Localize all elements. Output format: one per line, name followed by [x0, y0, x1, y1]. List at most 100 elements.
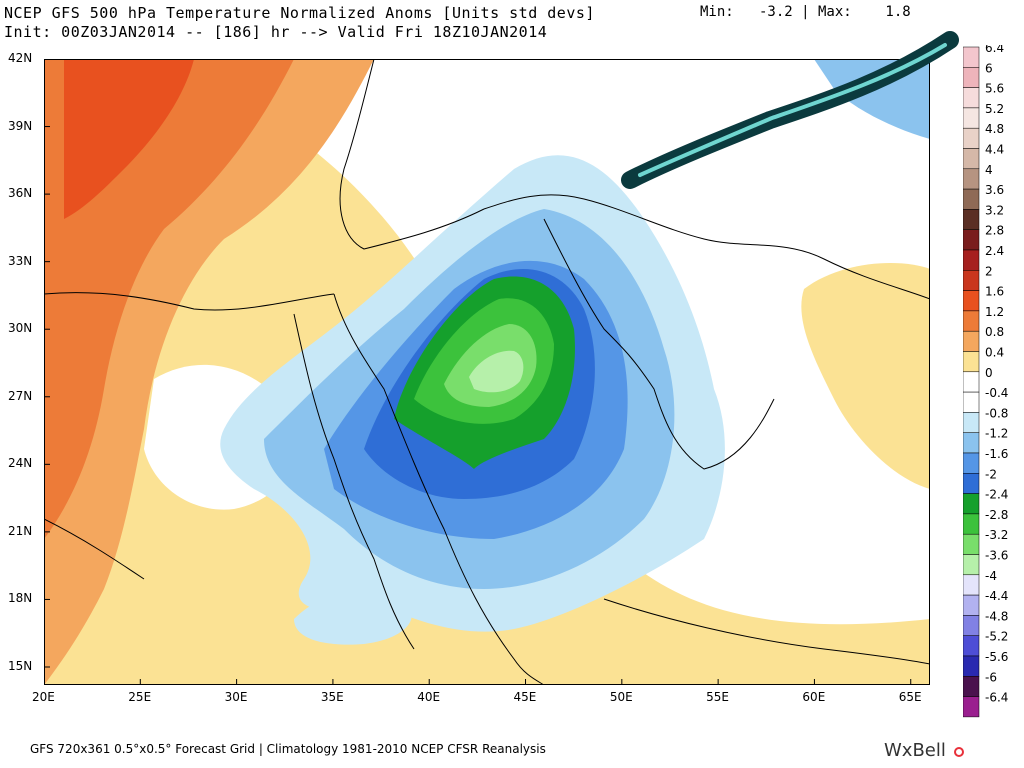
colorbar-label: -6.4 — [985, 691, 1008, 705]
colorbar-swatch — [963, 615, 980, 636]
colorbar-label: -2 — [985, 467, 997, 481]
colorbar-swatch — [963, 229, 980, 251]
colorbar-swatch — [963, 351, 980, 373]
colorbar-swatch — [963, 432, 980, 454]
y-tick-label: 21N — [8, 523, 33, 538]
watermark-signature — [621, 31, 959, 189]
y-tick-label: 18N — [8, 591, 33, 606]
warm-east — [801, 263, 930, 489]
x-tick-label: 20E — [32, 690, 55, 704]
colorbar-swatch — [963, 412, 980, 433]
colorbar-label: -0.4 — [985, 386, 1008, 400]
colorbar-label: 5.6 — [985, 82, 1004, 96]
colorbar-label: 4.4 — [985, 143, 1004, 157]
colorbar-swatch — [963, 533, 980, 555]
x-tick-label: 30E — [224, 690, 248, 704]
colorbar-swatch — [963, 148, 980, 170]
colorbar-label: 6.4 — [985, 45, 1004, 55]
x-tick-label: 40E — [417, 690, 441, 704]
colorbar-label: 0 — [985, 366, 993, 380]
colorbar-swatch — [963, 696, 980, 718]
colorbar-swatch — [963, 310, 980, 332]
colorbar-label: 2.4 — [985, 244, 1004, 258]
warm-zone-3 — [64, 59, 194, 219]
colorbar-swatch — [963, 249, 980, 271]
colorbar-swatch — [963, 452, 980, 474]
colorbar-swatch — [963, 209, 980, 230]
colorbar-swatch — [963, 46, 980, 68]
colorbar-label: 3.2 — [985, 203, 1004, 217]
colorbar: 6.4 6 5.6 5.2 4.8 4.4 4 3.6 3.2 2.8 2.4 2 1.6 1.2 0.8 0… — [963, 45, 1008, 718]
colorbar-swatch — [963, 513, 980, 535]
cold-zone-8 — [469, 350, 524, 393]
colorbar-swatch — [963, 391, 980, 413]
colorbar-label: -3.2 — [985, 528, 1008, 542]
colorbar-label: -5.6 — [985, 650, 1008, 664]
colorbar-label: 1.6 — [985, 285, 1004, 299]
x-tick-label: 55E — [706, 690, 729, 704]
x-tick-label: 50E — [609, 690, 633, 704]
x-tick-label: 25E — [128, 690, 152, 704]
map-frame — [44, 59, 930, 685]
colorbar-label: 6 — [985, 61, 993, 75]
brand-dot-icon — [954, 747, 964, 757]
cold-ne — [814, 59, 930, 139]
y-axis — [44, 59, 50, 668]
colorbar-label: -4 — [985, 569, 997, 583]
colorbar-label: -5.2 — [985, 630, 1008, 644]
colorbar-label: -4.4 — [985, 589, 1008, 603]
brand-logo: WxBell — [884, 740, 946, 761]
min-max-readout: Min: -3.2 | Max: 1.8 — [700, 4, 911, 20]
y-tick-label: 24N — [8, 456, 33, 471]
colorbar-label: -4.8 — [985, 609, 1008, 623]
y-tick-label: 30N — [8, 321, 33, 336]
colorbar-swatch — [963, 87, 980, 109]
footer-caption: GFS 720x361 0.5°x0.5° Forecast Grid | Cl… — [30, 742, 546, 756]
x-axis — [44, 679, 912, 685]
signature-highlight — [638, 43, 947, 177]
colorbar-swatch — [963, 188, 980, 210]
colorbar-swatch — [963, 574, 980, 596]
colorbar-swatch — [963, 330, 980, 352]
colorbar-swatch — [963, 168, 980, 190]
colorbar-swatch — [963, 371, 980, 393]
cold-lobe-south — [294, 588, 412, 645]
colorbar-label: -1.6 — [985, 447, 1008, 461]
y-tick-label: 27N — [8, 388, 33, 403]
colorbar-label: -6 — [985, 670, 997, 684]
colorbar-swatch — [963, 107, 980, 129]
colorbar-swatch — [963, 493, 980, 515]
colorbar-label: 5.2 — [985, 102, 1004, 116]
colorbar-swatch — [963, 594, 980, 616]
map-fill — [44, 59, 930, 685]
colorbar-swatch — [963, 635, 980, 657]
colorbar-label: 3.6 — [985, 183, 1004, 197]
y-tick-label: 39N — [8, 118, 33, 133]
colorbar-label: -1.2 — [985, 427, 1008, 441]
y-tick-label: 15N — [8, 658, 33, 673]
y-tick-label: 42N — [8, 51, 33, 65]
colorbar-label: 0.4 — [985, 346, 1004, 360]
colorbar-swatch — [963, 655, 980, 677]
colorbar-label: -0.8 — [985, 406, 1008, 420]
coastlines — [44, 59, 930, 685]
x-tick-label: 60E — [802, 690, 826, 704]
colorbar-label: 1.2 — [985, 305, 1004, 319]
colorbar-swatch — [963, 290, 980, 312]
y-tick-label: 33N — [8, 253, 33, 268]
colorbar-swatch — [963, 127, 980, 149]
colorbar-label: 4.8 — [985, 122, 1004, 136]
chart-subtitle: Init: 00Z03JAN2014 -- [186] hr --> Valid… — [4, 23, 548, 41]
colorbar-swatch — [963, 554, 980, 576]
chart-title: NCEP GFS 500 hPa Temperature Normalized … — [4, 4, 595, 22]
anomaly-map — [44, 59, 930, 685]
colorbar-swatch — [963, 473, 980, 494]
colorbar-label: -2.4 — [985, 488, 1008, 502]
colorbar-label: 2.8 — [985, 224, 1004, 238]
x-tick-label: 65E — [898, 690, 922, 704]
x-tick-label: 35E — [320, 690, 344, 704]
colorbar-label: -2.8 — [985, 508, 1008, 522]
colorbar-label: 2 — [985, 264, 993, 278]
x-tick-label: 45E — [513, 690, 537, 704]
colorbar-swatch — [963, 270, 980, 291]
